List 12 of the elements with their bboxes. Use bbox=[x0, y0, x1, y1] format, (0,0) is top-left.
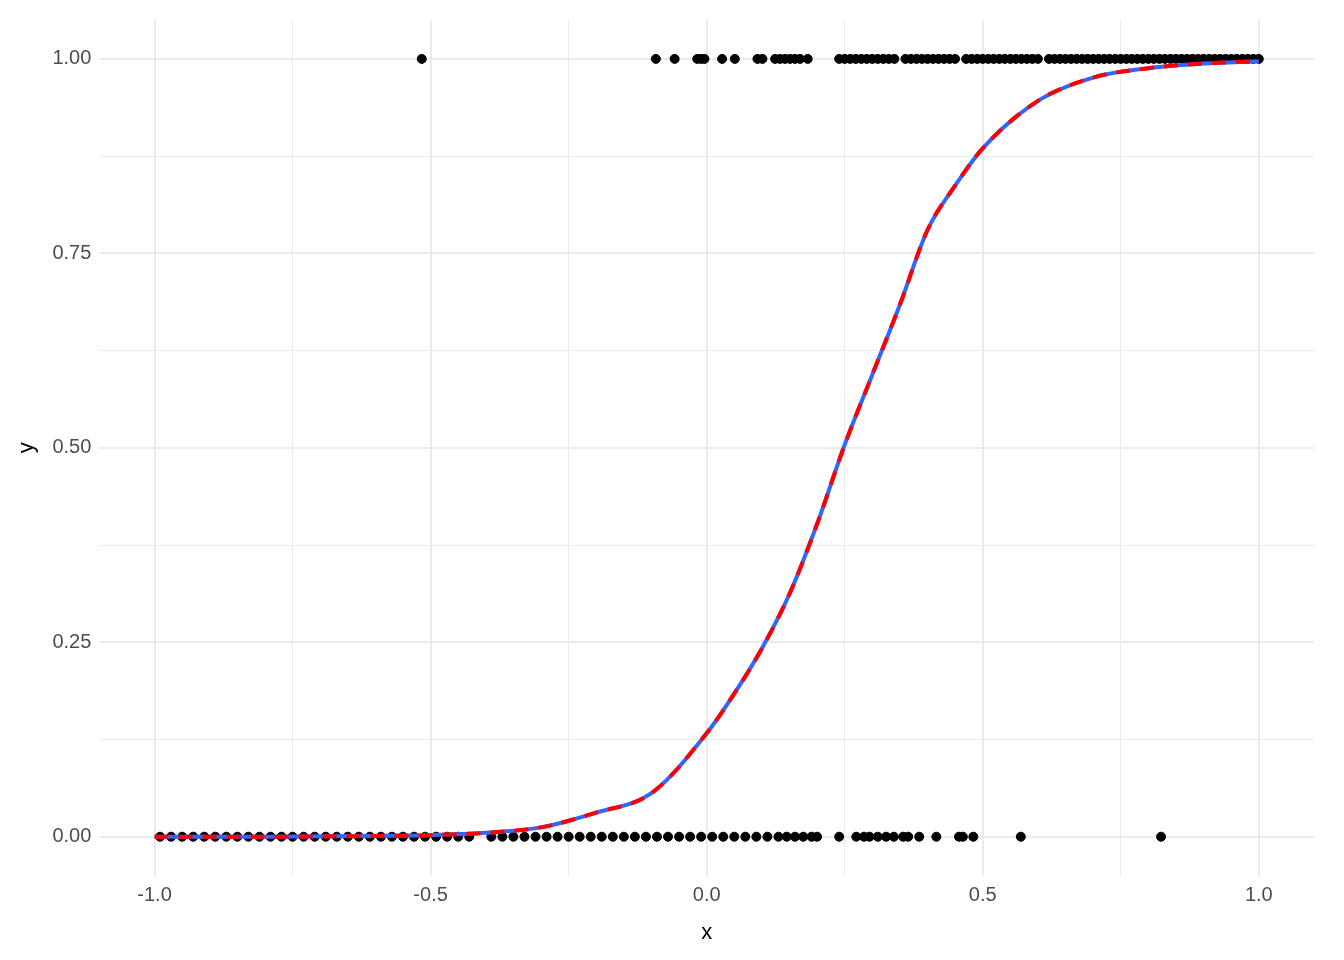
y-tick-label: 0.00 bbox=[52, 824, 92, 847]
x-tick-label: -1.0 bbox=[137, 883, 172, 906]
y-tick-label: 1.00 bbox=[52, 46, 92, 69]
x-tick-label: -0.5 bbox=[413, 883, 448, 906]
y-tick-label: 0.50 bbox=[52, 435, 92, 458]
x-tick-label: 0.5 bbox=[968, 883, 997, 906]
x-axis-title: x bbox=[701, 918, 713, 944]
y-tick-label: 0.75 bbox=[52, 240, 92, 263]
x-tick-label: 1.0 bbox=[1244, 883, 1273, 906]
x-tick-label: 0.0 bbox=[692, 883, 721, 906]
y-tick-label: 0.25 bbox=[52, 629, 92, 652]
y-axis-title: y bbox=[13, 442, 39, 454]
